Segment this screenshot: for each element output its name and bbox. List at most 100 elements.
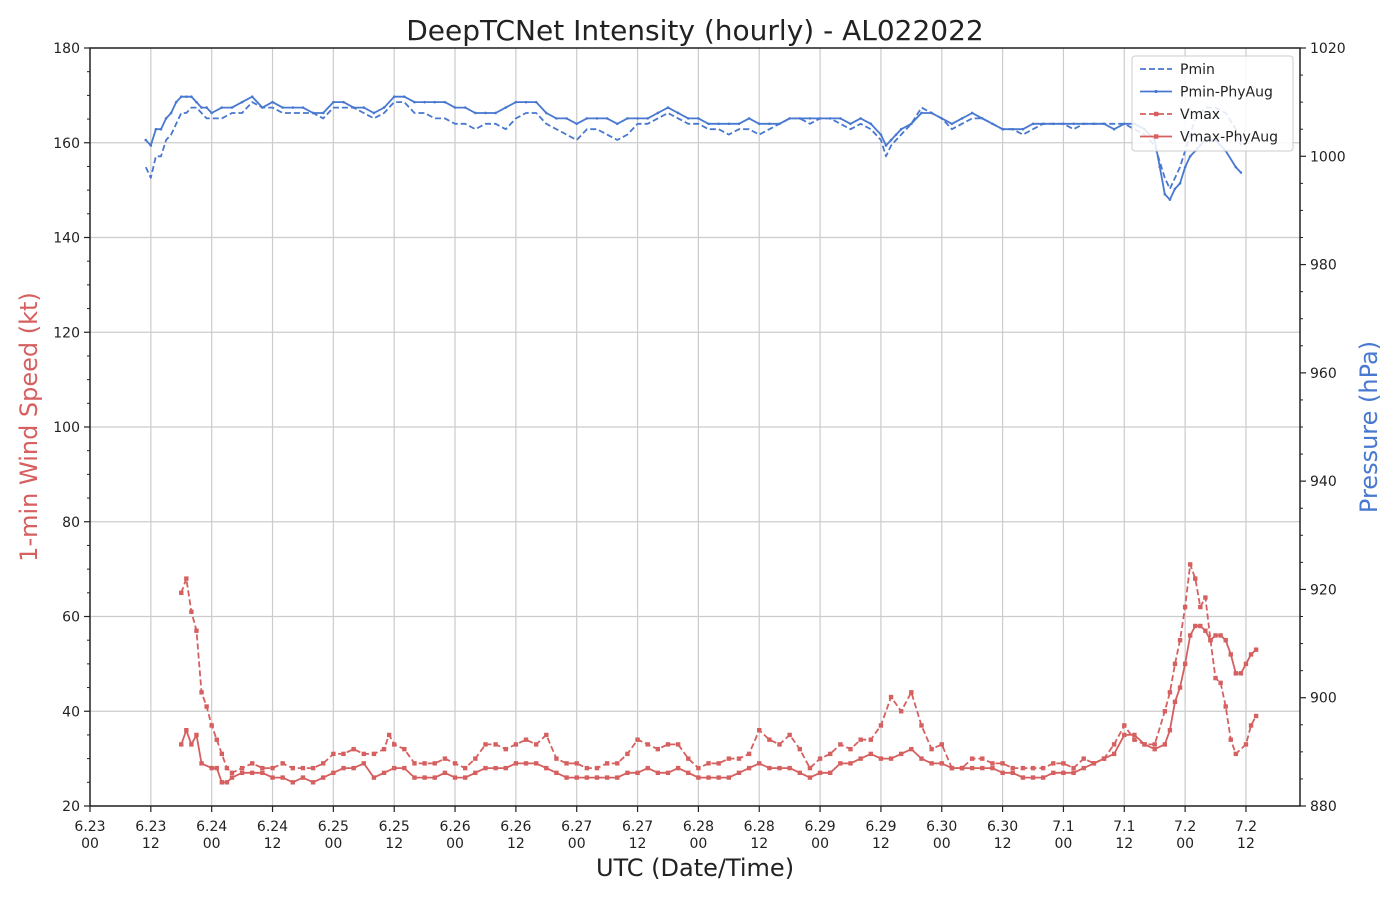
- data-point-pmin-phyaug: [960, 117, 964, 120]
- data-point-pmin-phyaug: [615, 122, 619, 126]
- data-point-vmax: [1248, 723, 1254, 728]
- data-point-pmin-phyaug: [555, 117, 558, 120]
- data-point-vmax-phyaug: [1243, 661, 1249, 667]
- data-point-vmax: [331, 751, 336, 757]
- data-point-vmax: [1233, 751, 1239, 757]
- data-point-vmax-phyaug: [1122, 732, 1127, 738]
- x-tick-date: 6.26: [500, 819, 531, 835]
- data-point-pmin-phyaug: [970, 111, 974, 115]
- series-line-vmax-phyaug: [180, 625, 1257, 784]
- grid-lines: [90, 47, 1300, 807]
- data-point-vmax: [179, 590, 184, 596]
- data-point-vmax: [980, 756, 985, 761]
- data-point-vmax-phyaug: [848, 761, 853, 766]
- data-point-vmax-phyaug: [1030, 775, 1036, 780]
- data-point-vmax-phyaug: [1111, 751, 1117, 757]
- data-point-vmax-phyaug: [655, 770, 661, 776]
- data-point-vmax-phyaug: [412, 775, 417, 780]
- data-point-vmax: [1030, 765, 1036, 771]
- data-point-vmax-phyaug: [726, 775, 732, 780]
- data-point-vmax-phyaug: [432, 775, 437, 780]
- data-point-vmax-phyaug: [584, 775, 590, 780]
- data-point-pmin-phyaug: [250, 95, 254, 99]
- data-point-pmin-phyaug: [403, 95, 406, 99]
- x-tick-hour: 00: [81, 836, 99, 852]
- data-point-vmax-phyaug: [1208, 637, 1213, 643]
- data-point-vmax-phyaug: [959, 765, 965, 771]
- data-point-vmax: [899, 709, 904, 714]
- data-point-vmax-phyaug: [239, 770, 245, 776]
- data-point-vmax: [290, 765, 295, 771]
- data-point-vmax: [1152, 742, 1157, 747]
- data-point-vmax-phyaug: [675, 765, 681, 771]
- data-point-pmin-phyaug: [185, 95, 188, 99]
- data-point-vmax: [817, 756, 823, 761]
- x-tick-date: 6.28: [683, 819, 714, 835]
- data-point-vmax-phyaug: [402, 765, 407, 771]
- data-point-pmin-phyaug: [190, 95, 193, 99]
- data-point-vmax-phyaug: [229, 775, 235, 780]
- data-point-vmax: [533, 742, 539, 747]
- data-point-vmax-phyaug: [523, 761, 529, 766]
- data-point-vmax: [990, 761, 995, 766]
- data-point-vmax: [300, 765, 306, 771]
- data-point-pmin-phyaug: [169, 111, 173, 115]
- data-point-vmax-phyaug: [574, 775, 579, 780]
- series-line-vmax: [180, 563, 1257, 774]
- data-point-vmax-phyaug: [787, 765, 792, 771]
- data-point-pmin-phyaug: [1239, 171, 1243, 174]
- data-point-vmax-phyaug: [645, 765, 650, 771]
- series-vmax: [179, 562, 1259, 776]
- data-point-vmax: [412, 761, 417, 766]
- data-point-vmax: [655, 746, 661, 752]
- data-point-vmax-phyaug: [1152, 746, 1157, 752]
- data-point-vmax-phyaug: [878, 756, 884, 761]
- data-point-vmax: [199, 690, 204, 695]
- series-line-pmin-phyaug: [145, 95, 1242, 201]
- data-point-vmax-phyaug: [949, 765, 955, 771]
- data-point-vmax-phyaug: [594, 775, 600, 780]
- data-point-vmax-phyaug: [635, 770, 640, 776]
- data-point-pmin-phyaug: [828, 117, 832, 120]
- data-point-vmax: [878, 723, 884, 728]
- right-axis-label: Pressure (hPa): [1355, 341, 1383, 513]
- data-point-vmax: [909, 690, 914, 695]
- data-point-vmax-phyaug: [625, 770, 630, 776]
- data-point-pmin-phyaug: [423, 100, 426, 104]
- data-point-pmin-phyaug: [605, 117, 609, 120]
- right-tick-label: 1020: [1310, 41, 1346, 57]
- data-point-vmax-phyaug: [1187, 633, 1193, 638]
- data-point-vmax-phyaug: [1193, 623, 1198, 629]
- data-point-pmin-phyaug: [1183, 165, 1187, 169]
- data-point-pmin-phyaug: [884, 144, 888, 147]
- data-point-pmin-phyaug: [352, 106, 355, 109]
- x-tick-date: 6.23: [74, 819, 105, 835]
- data-point-pmin-phyaug: [1234, 165, 1238, 169]
- data-point-vmax-phyaug: [422, 775, 427, 780]
- data-point-pmin-phyaug: [332, 100, 335, 104]
- data-point-pmin-phyaug: [727, 122, 731, 126]
- data-point-pmin-phyaug: [372, 111, 376, 115]
- data-point-pmin-phyaug: [1001, 127, 1004, 131]
- data-point-vmax-phyaug: [331, 770, 336, 776]
- right-tick-label: 940: [1310, 474, 1337, 490]
- data-point-vmax: [250, 761, 255, 766]
- data-point-vmax: [1218, 680, 1223, 686]
- data-point-vmax-phyaug: [544, 765, 549, 771]
- data-point-pmin-phyaug: [1052, 122, 1055, 126]
- data-point-pmin-phyaug: [565, 117, 568, 120]
- data-point-vmax-phyaug: [189, 742, 194, 747]
- x-tick-hour: 12: [264, 836, 282, 852]
- data-point-pmin-phyaug: [443, 100, 447, 104]
- data-point-pmin-phyaug: [1072, 122, 1075, 126]
- series-layer: [144, 95, 1259, 785]
- data-point-pmin-phyaug: [930, 111, 933, 115]
- data-point-pmin-phyaug: [1188, 154, 1192, 158]
- data-point-vmax-phyaug: [1218, 633, 1223, 638]
- data-point-pmin-phyaug: [210, 111, 213, 115]
- data-point-vmax: [736, 756, 742, 761]
- data-point-vmax: [1203, 595, 1208, 600]
- series-vmax-phyaug: [179, 623, 1259, 785]
- left-axis-label: 1-min Wind Speed (kt): [15, 292, 43, 562]
- data-point-vmax-phyaug: [980, 765, 985, 771]
